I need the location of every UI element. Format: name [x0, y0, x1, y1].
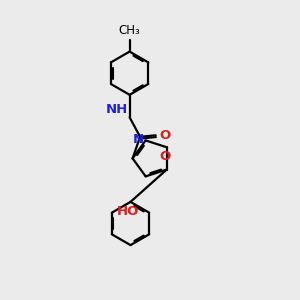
- Text: O: O: [160, 150, 171, 163]
- Text: NH: NH: [106, 103, 128, 116]
- Text: O: O: [159, 129, 170, 142]
- Text: HO: HO: [116, 205, 139, 218]
- Text: CH₃: CH₃: [119, 24, 140, 37]
- Text: N: N: [132, 133, 144, 146]
